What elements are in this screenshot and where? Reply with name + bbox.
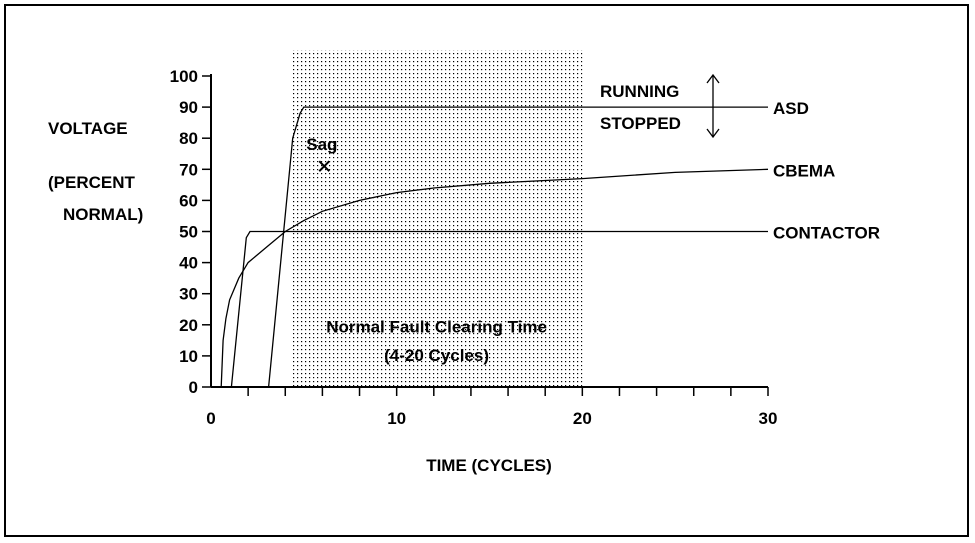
series-cbema-line [211, 168, 769, 388]
x-tick-label: 0 [206, 409, 215, 428]
fault-clearing-cycles-label: (4-20 Cycles) [384, 346, 489, 365]
x-tick-label: 30 [759, 409, 778, 428]
y-tick-label: 10 [179, 347, 198, 366]
y-tick-label: 60 [179, 191, 198, 210]
y-tick-label: 50 [179, 223, 198, 242]
y-axis-label-line2: (PERCENT [48, 173, 136, 192]
sag-label: Sag [306, 135, 337, 154]
y-tick-label: 90 [179, 98, 198, 117]
running-label: RUNNING [600, 82, 679, 101]
running-stopped-arrow-icon [706, 73, 720, 139]
series-asd-label: ASD [773, 99, 809, 118]
series-asd-line [211, 106, 768, 388]
y-tick-label: 70 [179, 160, 198, 179]
y-tick-label: 80 [179, 129, 198, 148]
y-tick-label: 0 [189, 378, 198, 397]
sag-point-marker [318, 160, 330, 172]
x-tick-label: 10 [387, 409, 406, 428]
series-cbema-label: CBEMA [773, 161, 835, 180]
series-contactor-line [211, 230, 768, 388]
fault-clearing-label: Normal Fault Clearing Time [326, 318, 547, 337]
y-tick-label: 100 [170, 67, 198, 86]
stopped-label: STOPPED [600, 114, 681, 133]
x-tick-label: 20 [573, 409, 592, 428]
y-tick-label: 30 [179, 285, 198, 304]
fault-clearing-region [290, 50, 583, 387]
y-axis-label-line3: NORMAL) [63, 205, 143, 224]
x-axis-label: TIME (CYCLES) [426, 456, 552, 475]
y-tick-label: 20 [179, 316, 198, 335]
y-axis-label-line1: VOLTAGE [48, 119, 128, 138]
y-tick-label: 40 [179, 254, 198, 273]
series-contactor-label: CONTACTOR [773, 224, 880, 243]
